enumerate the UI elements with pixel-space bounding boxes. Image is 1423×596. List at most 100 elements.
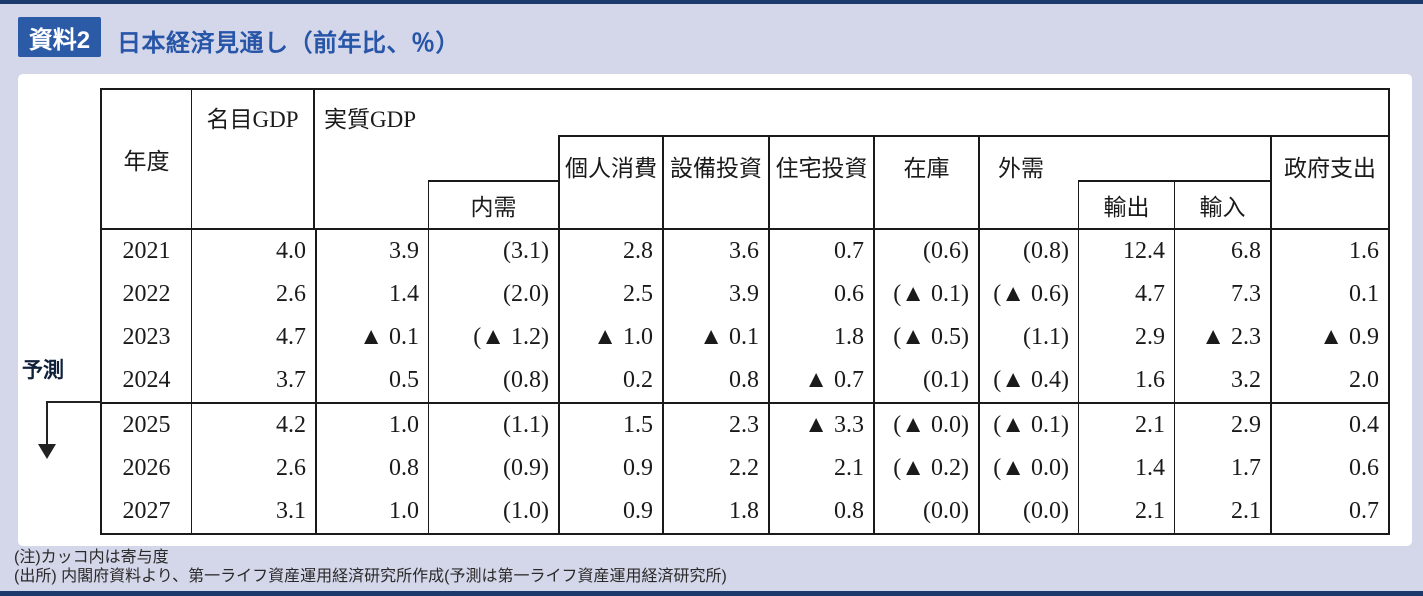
top-frame-line <box>0 0 1423 4</box>
value-cell: 0.6 <box>768 273 873 316</box>
value-cell: 2.6 <box>191 273 315 316</box>
value-cell: (▲ 0.0) <box>978 447 1078 490</box>
value-cell: 0.2 <box>558 359 662 402</box>
value-cell: 3.1 <box>191 490 315 533</box>
value-cell: (▲ 0.1) <box>873 273 978 316</box>
value-cell: (▲ 0.1) <box>978 404 1078 447</box>
value-cell: ▲ 0.7 <box>768 359 873 402</box>
value-cell: 4.7 <box>1078 273 1174 316</box>
header-government: 政府支出 <box>1270 135 1388 228</box>
value-cell: (1.1) <box>978 316 1078 359</box>
footnotes: (注)カッコ内は寄与度 (出所) 内閣府資料より、第一ライフ資産運用経済研究所作… <box>14 548 727 586</box>
note-line-2: (出所) 内閣府資料より、第一ライフ資産運用経済研究所作成(予測は第一ライフ資産… <box>14 568 727 585</box>
value-cell: (3.1) <box>428 230 558 273</box>
value-cell: 0.8 <box>315 447 428 490</box>
table-header: 年度 名目GDP 実質GDP 内需 個人消費 設備投資 住宅投資 在庫 外需 輸… <box>102 90 1388 230</box>
value-cell: 2.9 <box>1174 404 1270 447</box>
value-cell: 2.1 <box>1078 404 1174 447</box>
value-cell: 0.5 <box>315 359 428 402</box>
value-cell: (▲ 0.0) <box>873 404 978 447</box>
value-cell: 1.7 <box>1174 447 1270 490</box>
table-row-2023: 2023 4.7 ▲ 0.1 (▲ 1.2) ▲ 1.0 ▲ 0.1 1.8 (… <box>102 316 1388 359</box>
header-real-gdp: 実質GDP <box>324 107 417 132</box>
value-cell: 6.8 <box>1174 230 1270 273</box>
table-row-2026: 2026 2.6 0.8 (0.9) 0.9 2.2 2.1 (▲ 0.2) (… <box>102 447 1388 490</box>
year-cell: 2024 <box>122 367 171 393</box>
value-cell: (0.0) <box>978 490 1078 533</box>
value-cell: 1.4 <box>315 273 428 316</box>
value-cell: (▲ 0.4) <box>978 359 1078 402</box>
year-cell: 2023 <box>122 324 171 350</box>
forecast-label: 予測 <box>22 359 64 382</box>
value-cell: 0.8 <box>662 359 768 402</box>
value-cell: (0.6) <box>873 230 978 273</box>
value-cell: 1.5 <box>558 404 662 447</box>
value-cell: 1.4 <box>1078 447 1174 490</box>
value-cell: 3.9 <box>662 273 768 316</box>
header-domestic-demand: 内需 <box>428 180 558 228</box>
value-cell: (0.0) <box>873 490 978 533</box>
value-cell: 2.6 <box>191 447 315 490</box>
bottom-frame-line <box>0 591 1423 596</box>
value-cell: (1.0) <box>428 490 558 533</box>
value-cell: 3.7 <box>191 359 315 402</box>
year-cell: 2026 <box>122 455 171 481</box>
value-cell: ▲ 3.3 <box>768 404 873 447</box>
document-badge: 資料2 <box>18 17 101 57</box>
value-cell: 0.8 <box>768 490 873 533</box>
value-cell: 2.2 <box>662 447 768 490</box>
header-capex: 設備投資 <box>662 135 768 228</box>
forecast-arrow-horizontal <box>46 401 102 403</box>
value-cell: (▲ 0.6) <box>978 273 1078 316</box>
value-cell: 3.6 <box>662 230 768 273</box>
value-cell: ▲ 0.1 <box>315 316 428 359</box>
table-row-2024: 2024 3.7 0.5 (0.8) 0.2 0.8 ▲ 0.7 (0.1) (… <box>102 359 1388 402</box>
value-cell: 0.7 <box>1270 490 1388 533</box>
table-panel: 年度 名目GDP 実質GDP 内需 個人消費 設備投資 住宅投資 在庫 外需 輸… <box>18 74 1412 546</box>
value-cell: 2.1 <box>1078 490 1174 533</box>
table-row-2021: 2021 4.0 3.9 (3.1) 2.8 3.6 0.7 (0.6) (0.… <box>102 230 1388 273</box>
value-cell: 2.3 <box>662 404 768 447</box>
value-cell: (1.1) <box>428 404 558 447</box>
value-cell: 3.9 <box>315 230 428 273</box>
forecast-arrow-vertical <box>46 401 48 445</box>
value-cell: (▲ 1.2) <box>428 316 558 359</box>
value-cell: (0.8) <box>978 230 1078 273</box>
value-cell: (0.9) <box>428 447 558 490</box>
value-cell: 0.7 <box>768 230 873 273</box>
year-cell: 2025 <box>122 412 171 438</box>
header-exports: 輸出 <box>1078 180 1174 228</box>
table-body: 2021 4.0 3.9 (3.1) 2.8 3.6 0.7 (0.6) (0.… <box>102 230 1388 533</box>
value-cell: ▲ 0.1 <box>662 316 768 359</box>
header-year: 年度 <box>123 149 170 174</box>
value-cell: 1.0 <box>315 490 428 533</box>
note-line-1: (注)カッコ内は寄与度 <box>14 549 169 566</box>
value-cell: 1.0 <box>315 404 428 447</box>
value-cell: ▲ 2.3 <box>1174 316 1270 359</box>
value-cell: 2.9 <box>1078 316 1174 359</box>
value-cell: 0.9 <box>558 490 662 533</box>
value-cell: 1.8 <box>662 490 768 533</box>
value-cell: ▲ 0.9 <box>1270 316 1388 359</box>
value-cell: (2.0) <box>428 273 558 316</box>
value-cell: (0.1) <box>873 359 978 402</box>
value-cell: (▲ 0.2) <box>873 447 978 490</box>
value-cell: 4.2 <box>191 404 315 447</box>
value-cell: 4.0 <box>191 230 315 273</box>
value-cell: ▲ 1.0 <box>558 316 662 359</box>
table-row-2022: 2022 2.6 1.4 (2.0) 2.5 3.9 0.6 (▲ 0.1) (… <box>102 273 1388 316</box>
forecast-arrow-down-icon <box>38 444 56 459</box>
year-cell: 2027 <box>122 498 171 524</box>
value-cell: 1.6 <box>1270 230 1388 273</box>
value-cell: 1.8 <box>768 316 873 359</box>
value-cell: (0.8) <box>428 359 558 402</box>
header-inventory: 在庫 <box>873 135 978 228</box>
economic-outlook-table: 年度 名目GDP 実質GDP 内需 個人消費 設備投資 住宅投資 在庫 外需 輸… <box>100 88 1390 535</box>
value-cell: 2.1 <box>1174 490 1270 533</box>
value-cell: 7.3 <box>1174 273 1270 316</box>
value-cell: 4.7 <box>191 316 315 359</box>
value-cell: 12.4 <box>1078 230 1174 273</box>
year-cell: 2021 <box>122 238 171 264</box>
header-imports: 輸入 <box>1174 180 1270 228</box>
year-cell: 2022 <box>122 281 171 307</box>
